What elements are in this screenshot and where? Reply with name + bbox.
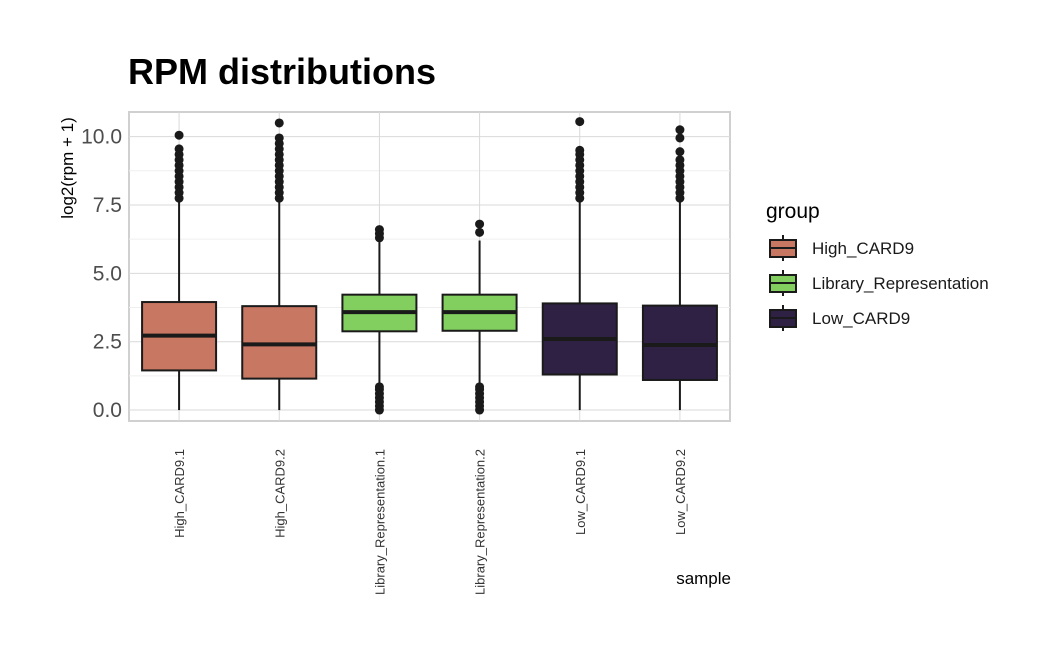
y-tick-label: 0.0 — [93, 399, 122, 422]
outlier-point — [475, 382, 485, 392]
plot-panel — [128, 111, 731, 422]
outlier-point — [675, 147, 685, 157]
outlier-point — [174, 130, 184, 140]
outlier-point — [274, 133, 284, 143]
outlier-point — [675, 125, 685, 135]
y-axis-ticks: 0.0 2.5 5.0 7.5 10.0 — [81, 126, 122, 422]
outlier-point — [675, 133, 685, 143]
outlier-point — [675, 155, 685, 165]
y-tick-label: 5.0 — [93, 262, 122, 285]
box-iqr — [641, 304, 718, 381]
outlier-point — [475, 219, 485, 229]
legend-entry-label: High_CARD9 — [812, 239, 914, 258]
box-Library_Representation.1 — [341, 225, 418, 415]
box-Library_Representation.2 — [441, 219, 518, 415]
box-layer — [141, 117, 718, 415]
chart-title: RPM distributions — [128, 51, 436, 92]
outlier-point — [475, 227, 485, 237]
outlier-point — [575, 145, 585, 155]
x-tick-label: High_CARD9.1 — [172, 449, 187, 538]
y-tick-label: 7.5 — [93, 194, 122, 217]
outlier-point — [374, 225, 384, 235]
legend-entry-label: Low_CARD9 — [812, 309, 910, 328]
panel-border — [128, 111, 731, 422]
x-tick-label: Low_CARD9.1 — [573, 449, 588, 535]
legend-entry: Library_Representation — [769, 270, 989, 296]
y-tick-label: 10.0 — [81, 126, 122, 149]
outlier-point — [274, 118, 284, 128]
legend-entry: High_CARD9 — [769, 235, 914, 261]
x-tick-label: Library_Representation.2 — [473, 449, 488, 595]
x-axis-label: sample — [676, 569, 731, 588]
outlier-point — [174, 144, 184, 154]
box-High_CARD9.1 — [141, 130, 218, 411]
x-tick-label: High_CARD9.2 — [272, 449, 287, 538]
x-tick-label: Low_CARD9.2 — [673, 449, 688, 535]
legend-title: group — [766, 200, 820, 223]
x-tick-label: Library_Representation.1 — [372, 449, 387, 595]
box-Low_CARD9.1 — [541, 117, 618, 411]
box-High_CARD9.2 — [241, 118, 318, 411]
outlier-point — [575, 117, 585, 127]
legend: group High_CARD9 Library_Representation Lo… — [766, 200, 989, 331]
box-Low_CARD9.2 — [641, 125, 718, 411]
y-tick-label: 2.5 — [93, 331, 122, 354]
box-iqr — [241, 305, 318, 380]
outlier-point — [374, 382, 384, 392]
x-axis-ticks: High_CARD9.1 High_CARD9.2 Library_Represen… — [172, 449, 688, 595]
legend-entry: Low_CARD9 — [769, 305, 910, 331]
legend-entry-label: Library_Representation — [812, 274, 989, 293]
y-axis-label: log2(rpm + 1) — [58, 117, 77, 219]
